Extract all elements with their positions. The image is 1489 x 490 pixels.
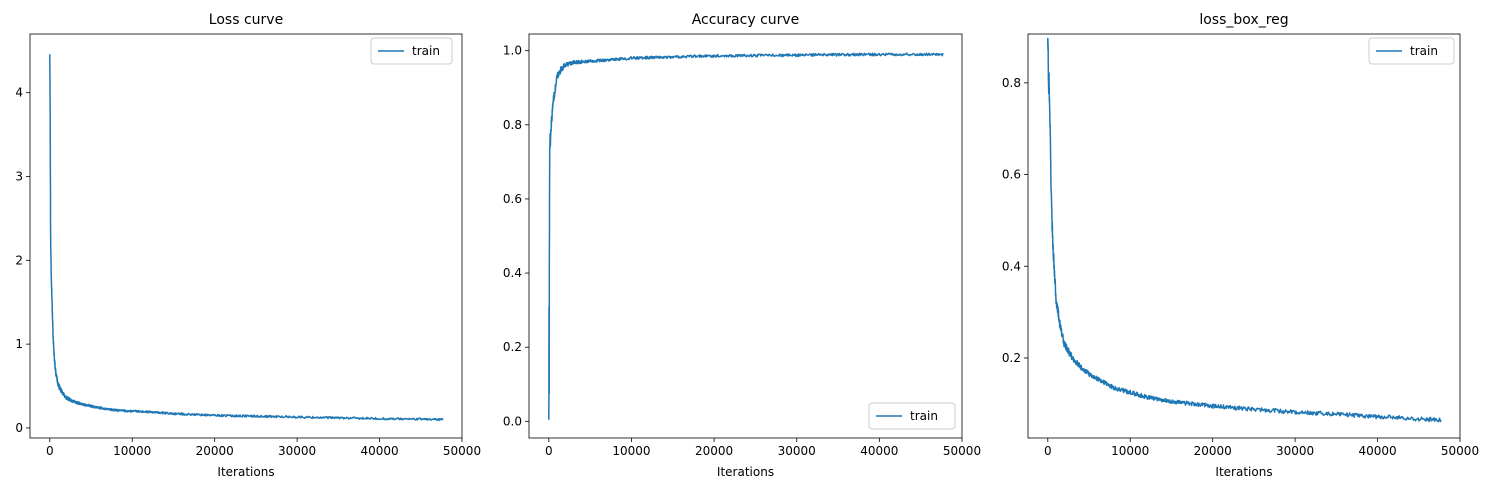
axes-frame bbox=[29, 33, 463, 439]
y-tick-label: 3 bbox=[15, 169, 23, 183]
x-tick-label: 20000 bbox=[196, 444, 234, 458]
x-tick-label: 10000 bbox=[113, 444, 151, 458]
legend-box bbox=[370, 37, 453, 65]
y-tick-label: 4 bbox=[15, 86, 23, 100]
y-tick-label: 0.4 bbox=[503, 266, 522, 280]
y-tick-label: 1.0 bbox=[503, 44, 522, 58]
legend-box bbox=[868, 402, 956, 430]
x-axis-label: Iterations bbox=[217, 465, 274, 479]
series-line-train bbox=[49, 54, 444, 422]
x-tick-label: 0 bbox=[545, 444, 553, 458]
chart-title: Loss curve bbox=[209, 12, 283, 28]
chart-title: Accuracy curve bbox=[692, 12, 800, 28]
legend-label: train bbox=[910, 409, 938, 423]
legend-label: train bbox=[412, 44, 440, 58]
y-tick-label: 0.2 bbox=[1002, 351, 1021, 365]
x-tick-label: 10000 bbox=[1111, 444, 1149, 458]
series-line-train bbox=[1047, 37, 1442, 423]
x-tick-label: 0 bbox=[1044, 444, 1052, 458]
chart-panel-1: Loss curve 0 10000 20000 30000 40000 50000 0 1 2 3… bbox=[15, 12, 481, 479]
legend-label: train bbox=[1410, 44, 1438, 58]
x-axis-label: Iterations bbox=[1215, 465, 1272, 479]
chart-title: loss_box_reg bbox=[1199, 12, 1288, 28]
legend: train bbox=[1368, 37, 1455, 65]
x-tick-label: 40000 bbox=[860, 444, 898, 458]
x-tick-label: 50000 bbox=[1441, 444, 1479, 458]
y-tick-label: 0.6 bbox=[503, 192, 522, 206]
x-tick-label: 30000 bbox=[778, 444, 816, 458]
legend-box bbox=[1368, 37, 1455, 65]
x-tick-label: 50000 bbox=[443, 444, 481, 458]
legend: train bbox=[868, 402, 956, 430]
series-line-train bbox=[548, 52, 944, 420]
y-tick-label: 0.6 bbox=[1002, 168, 1021, 182]
x-tick-label: 10000 bbox=[612, 444, 650, 458]
y-tick-label: 1 bbox=[15, 337, 23, 351]
y-tick-label: 2 bbox=[15, 253, 23, 267]
x-tick-label: 20000 bbox=[1194, 444, 1232, 458]
x-axis-label: Iterations bbox=[717, 465, 774, 479]
x-tick-label: 50000 bbox=[943, 444, 981, 458]
y-tick-label: 0.8 bbox=[1002, 76, 1021, 90]
y-tick-label: 0.4 bbox=[1002, 259, 1021, 273]
axes-frame bbox=[528, 33, 963, 439]
x-tick-label: 20000 bbox=[695, 444, 733, 458]
x-tick-label: 30000 bbox=[278, 444, 316, 458]
y-tick-label: 0.8 bbox=[503, 118, 522, 132]
x-tick-label: 40000 bbox=[360, 444, 398, 458]
y-tick-label: 0.2 bbox=[503, 340, 522, 354]
axes-frame bbox=[1027, 33, 1461, 439]
y-tick-label: 0 bbox=[15, 421, 23, 435]
y-tick-label: 0.0 bbox=[503, 414, 522, 428]
x-tick-label: 40000 bbox=[1358, 444, 1396, 458]
chart-panel-3: loss_box_reg 0 10000 20000 30000 40000 50000 0.… bbox=[1002, 12, 1479, 479]
x-tick-label: 0 bbox=[46, 444, 54, 458]
chart-panel-2: Accuracy curve 0 10000 20000 30000 40000 50000… bbox=[503, 12, 981, 479]
legend: train bbox=[370, 37, 453, 65]
x-tick-label: 30000 bbox=[1276, 444, 1314, 458]
